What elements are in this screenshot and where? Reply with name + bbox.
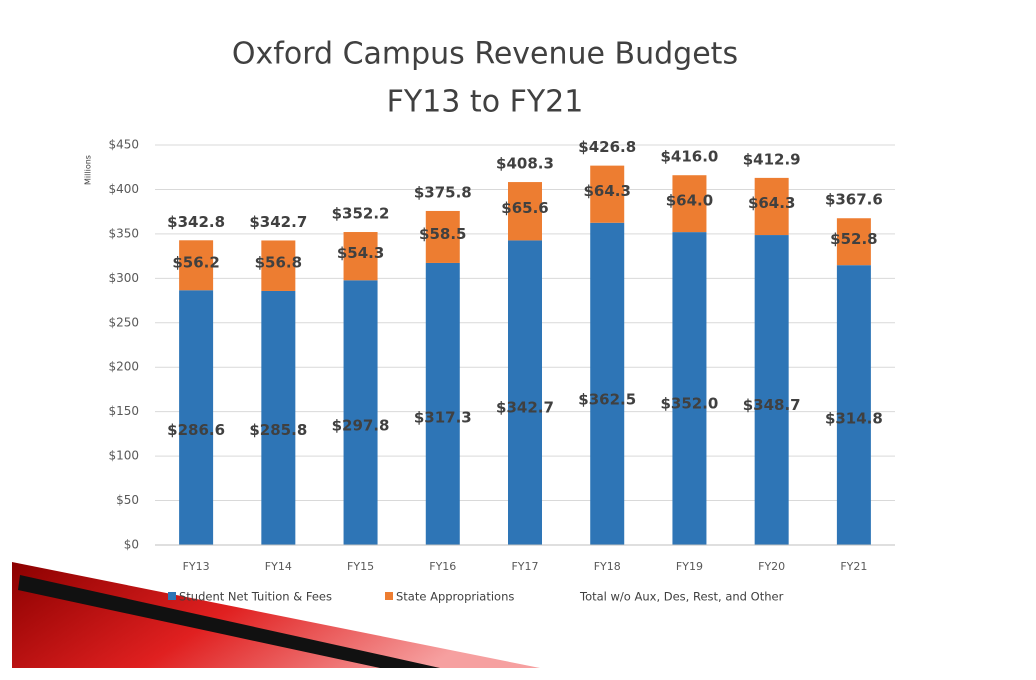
x-tick-label: FY17 bbox=[511, 560, 538, 573]
y-axis-label: Millions bbox=[84, 155, 93, 185]
bar-segment bbox=[836, 218, 871, 266]
x-tick-label: FY16 bbox=[429, 560, 456, 573]
bar-segment bbox=[261, 290, 296, 545]
total-label: $408.3 bbox=[496, 155, 554, 173]
total-label: $367.6 bbox=[825, 191, 883, 209]
legend-swatch bbox=[168, 592, 176, 600]
value-label: $297.8 bbox=[332, 416, 390, 434]
legend-label: State Appropriations bbox=[396, 590, 514, 604]
value-label: $65.6 bbox=[501, 199, 548, 217]
bar-segment bbox=[836, 265, 871, 545]
decoration bbox=[12, 562, 540, 668]
x-tick-label: FY15 bbox=[347, 560, 374, 573]
y-tick-label: $350 bbox=[108, 226, 139, 240]
chart-subtitle: FY13 to FY21 bbox=[387, 85, 584, 120]
y-tick-label: $250 bbox=[108, 315, 139, 329]
bar-segment bbox=[179, 240, 214, 291]
total-label: $375.8 bbox=[414, 183, 472, 201]
total-label: $342.8 bbox=[167, 213, 225, 231]
bar-segment bbox=[590, 222, 625, 545]
bar-segment bbox=[343, 232, 378, 281]
y-tick-label: $450 bbox=[108, 138, 139, 152]
value-label: $64.0 bbox=[666, 191, 713, 209]
value-label: $286.6 bbox=[167, 421, 225, 439]
value-label: $54.3 bbox=[337, 244, 384, 262]
value-label: $58.5 bbox=[419, 225, 466, 243]
y-tick-label: $0 bbox=[124, 538, 139, 552]
y-tick-label: $50 bbox=[116, 493, 139, 507]
x-tick-label: FY14 bbox=[265, 560, 292, 573]
y-tick-label: $150 bbox=[108, 404, 139, 418]
value-label: $352.0 bbox=[660, 395, 718, 413]
value-label: $64.3 bbox=[583, 182, 630, 200]
bar-segment bbox=[672, 232, 707, 545]
chart-title: Oxford Campus Revenue Budgets bbox=[232, 37, 738, 72]
legend-swatch bbox=[385, 592, 393, 600]
value-label: $56.8 bbox=[255, 254, 302, 272]
y-tick-label: $200 bbox=[108, 360, 139, 374]
total-label: $416.0 bbox=[660, 148, 718, 166]
y-tick-label: $400 bbox=[108, 182, 139, 196]
value-label: $64.3 bbox=[748, 194, 795, 212]
bar-segment bbox=[425, 262, 460, 545]
bar-segment bbox=[590, 165, 625, 223]
y-tick-label: $300 bbox=[108, 271, 139, 285]
value-label: $285.8 bbox=[249, 421, 307, 439]
x-tick-label: FY13 bbox=[183, 560, 210, 573]
value-label: $56.2 bbox=[172, 253, 219, 271]
x-tick-label: FY21 bbox=[840, 560, 867, 573]
bar-segment bbox=[508, 240, 542, 545]
value-label: $362.5 bbox=[578, 391, 636, 409]
bar-segment bbox=[754, 177, 789, 236]
legend-label: Total w/o Aux, Des, Rest, and Other bbox=[579, 590, 784, 604]
total-label: $342.7 bbox=[249, 213, 307, 231]
x-tick-label: FY20 bbox=[758, 560, 785, 573]
bar-segment bbox=[672, 175, 707, 233]
y-tick-label: $100 bbox=[108, 449, 139, 463]
total-label: $352.2 bbox=[332, 204, 390, 222]
x-tick-label: FY19 bbox=[676, 560, 703, 573]
total-label: $426.8 bbox=[578, 138, 636, 156]
value-label: $342.7 bbox=[496, 398, 554, 416]
value-label: $52.8 bbox=[830, 230, 877, 248]
bar-segment bbox=[508, 182, 542, 241]
total-label: $412.9 bbox=[743, 150, 801, 168]
bar-segment bbox=[754, 235, 789, 546]
value-label: $317.3 bbox=[414, 409, 472, 427]
bar-segment bbox=[343, 280, 378, 545]
value-label: $348.7 bbox=[743, 396, 801, 414]
value-label: $314.8 bbox=[825, 410, 883, 428]
legend-label: Student Net Tuition & Fees bbox=[179, 590, 332, 604]
bar-segment bbox=[179, 290, 214, 545]
bar-segment bbox=[261, 240, 296, 291]
bar-segment bbox=[425, 210, 460, 263]
decoration-stripe bbox=[18, 575, 440, 668]
x-tick-label: FY18 bbox=[594, 560, 621, 573]
